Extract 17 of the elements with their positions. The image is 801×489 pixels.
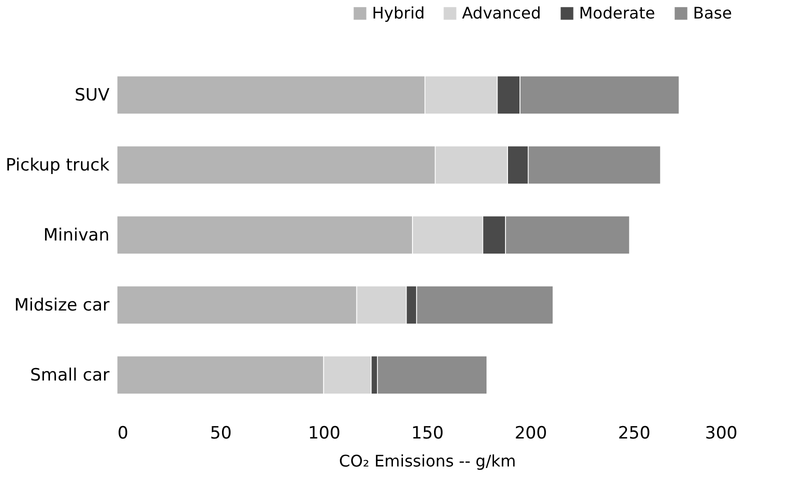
legend-label: Moderate [579, 3, 656, 22]
x-tick-label: 300 [705, 424, 738, 444]
y-tick-label: SUV [74, 86, 110, 106]
y-tick-label: Pickup truck [6, 156, 110, 176]
x-tick-label: 100 [308, 424, 340, 444]
x-tick-label: 0 [118, 424, 128, 444]
y-tick-label: Minivan [43, 226, 110, 246]
x-axis-title: CO₂ Emissions -- g/km [339, 452, 516, 470]
x-tick-label: 150 [411, 424, 444, 444]
y-tick-label: Small car [30, 366, 110, 386]
legend-label: Advanced [462, 3, 542, 22]
x-tick-label: 200 [514, 424, 548, 444]
legend-label: Base [693, 3, 732, 22]
x-tick-label: 250 [618, 424, 650, 444]
legend-label: Hybrid [372, 3, 425, 22]
y-tick-label: Midsize car [14, 296, 110, 316]
x-tick-label: 50 [210, 424, 232, 444]
